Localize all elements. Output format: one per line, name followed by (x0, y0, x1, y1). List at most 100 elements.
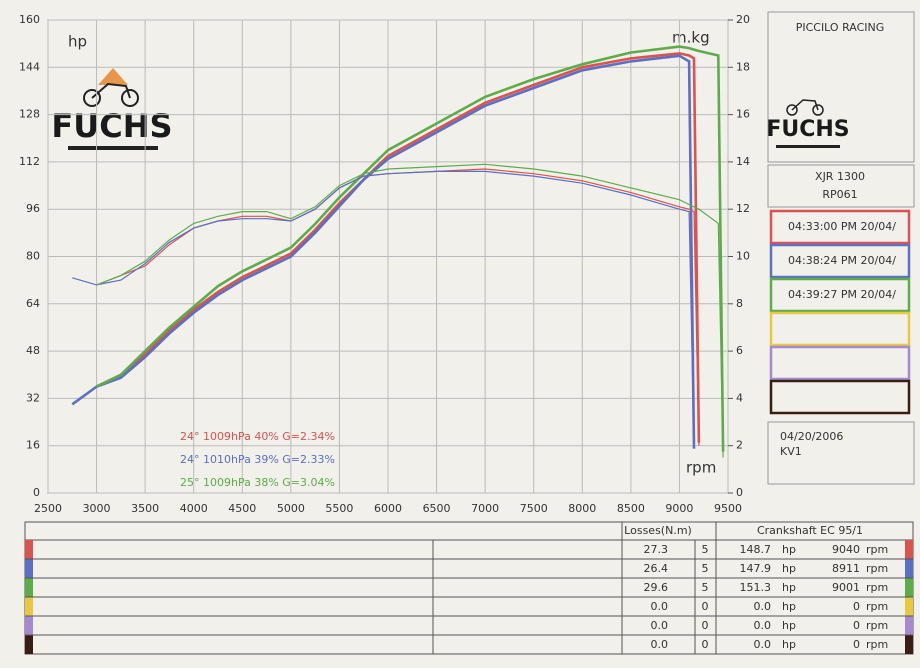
run-label: 04:33:00 PM 20/04/ (788, 220, 896, 233)
table-cell: rpm (866, 638, 888, 651)
y2-axis-label: m.kg (672, 29, 710, 47)
annotation: 24° 1009hPa 40% G=2.34% (180, 430, 335, 443)
y2-tick-label: 20 (736, 13, 750, 26)
run-box (769, 345, 911, 381)
code: RP061 (822, 188, 857, 201)
table-cell: 0.0 (754, 638, 772, 651)
y2-tick-label: 8 (736, 297, 743, 310)
table-cell: hp (782, 638, 796, 651)
panel-logo-icon (776, 99, 840, 148)
y-tick-label: 112 (19, 155, 40, 168)
table-cell: hp (782, 562, 796, 575)
row-color (25, 578, 33, 597)
row-color (905, 616, 913, 635)
row-color (905, 635, 913, 654)
y2-tick-label: 6 (736, 344, 743, 357)
table-cell: 0 (853, 638, 860, 651)
y2-tick-label: 4 (736, 391, 743, 404)
logo-text: FUCHS (51, 107, 172, 145)
run-box (769, 311, 911, 347)
annotation: 25° 1009hPa 38% G=3.04% (180, 476, 335, 489)
table-cell: hp (782, 543, 796, 556)
x-tick-label: 9500 (714, 502, 742, 515)
table-cell: 0.0 (754, 600, 772, 613)
x-tick-label: 8500 (617, 502, 645, 515)
y-tick-label: 48 (26, 344, 40, 357)
table-cell: 151.3 (740, 581, 772, 594)
row-color (25, 616, 33, 635)
y-tick-label: 32 (26, 391, 40, 404)
y2-tick-label: 18 (736, 60, 750, 73)
table-cell: rpm (866, 543, 888, 556)
table-cell: 0 (702, 638, 709, 651)
table-cell: 0 (702, 600, 709, 613)
row-color (25, 635, 33, 654)
row-color (25, 540, 33, 559)
table-cell: 0.0 (651, 619, 669, 632)
table-cell: 148.7 (740, 543, 772, 556)
x-tick-label: 4500 (228, 502, 256, 515)
table-cell: 0 (853, 600, 860, 613)
y-tick-label: 64 (26, 297, 40, 310)
run-box (769, 209, 911, 245)
table-cell: 0 (853, 619, 860, 632)
table-cell: hp (782, 619, 796, 632)
x-tick-label: 5500 (325, 502, 353, 515)
y2-tick-label: 2 (736, 439, 743, 452)
table-cell: 147.9 (740, 562, 772, 575)
y2-tick-label: 16 (736, 108, 750, 121)
table-cell: 5 (702, 562, 709, 575)
model: XJR 1300 (815, 170, 865, 183)
table-cell: 9001 (832, 581, 860, 594)
y-tick-label: 128 (19, 108, 40, 121)
y-tick-label: 80 (26, 250, 40, 263)
y-tick-label: 160 (19, 13, 40, 26)
x-tick-label: 6000 (374, 502, 402, 515)
x-axis-label: rpm (686, 459, 716, 477)
power-line (71, 54, 696, 449)
table-cell: 26.4 (644, 562, 669, 575)
table-header: Losses(N.m) (624, 524, 692, 537)
table-cell: 5 (702, 543, 709, 556)
x-tick-label: 3500 (131, 502, 159, 515)
row-color (25, 559, 33, 578)
row-color (905, 559, 913, 578)
table-cell: 8911 (832, 562, 860, 575)
side-panel (767, 11, 915, 485)
run-label: 04:38:24 PM 20/04/ (788, 254, 896, 267)
table-cell: 29.6 (644, 581, 669, 594)
table-cell: 0.0 (651, 600, 669, 613)
table-cell: 0 (702, 619, 709, 632)
table-cell: 9040 (832, 543, 860, 556)
table-cell: 0.0 (754, 619, 772, 632)
torque-line (72, 170, 695, 449)
date: 04/20/2006 (780, 430, 843, 443)
x-tick-label: 2500 (34, 502, 62, 515)
y2-tick-label: 12 (736, 202, 750, 215)
run-box (769, 277, 911, 313)
panel-logo: FUCHS (766, 117, 849, 142)
y-tick-label: 0 (33, 486, 40, 499)
x-tick-label: 4000 (180, 502, 208, 515)
table-cell: rpm (866, 619, 888, 632)
power-line (96, 45, 725, 452)
y2-tick-label: 10 (736, 250, 750, 263)
x-tick-label: 3000 (83, 502, 111, 515)
x-tick-label: 9000 (665, 502, 693, 515)
run-label: 04:39:27 PM 20/04/ (788, 288, 896, 301)
row-color (905, 578, 913, 597)
row-color (905, 597, 913, 616)
logo-icon (68, 68, 158, 150)
run-box (769, 243, 911, 279)
x-tick-label: 7000 (471, 502, 499, 515)
table-cell: hp (782, 600, 796, 613)
x-tick-label: 8000 (568, 502, 596, 515)
table-header: Crankshaft EC 95/1 (757, 524, 863, 537)
table-cell: rpm (866, 600, 888, 613)
x-tick-label: 5000 (277, 502, 305, 515)
x-tick-label: 6500 (423, 502, 451, 515)
y-axis-label: hp (68, 33, 87, 51)
table-cell: 5 (702, 581, 709, 594)
